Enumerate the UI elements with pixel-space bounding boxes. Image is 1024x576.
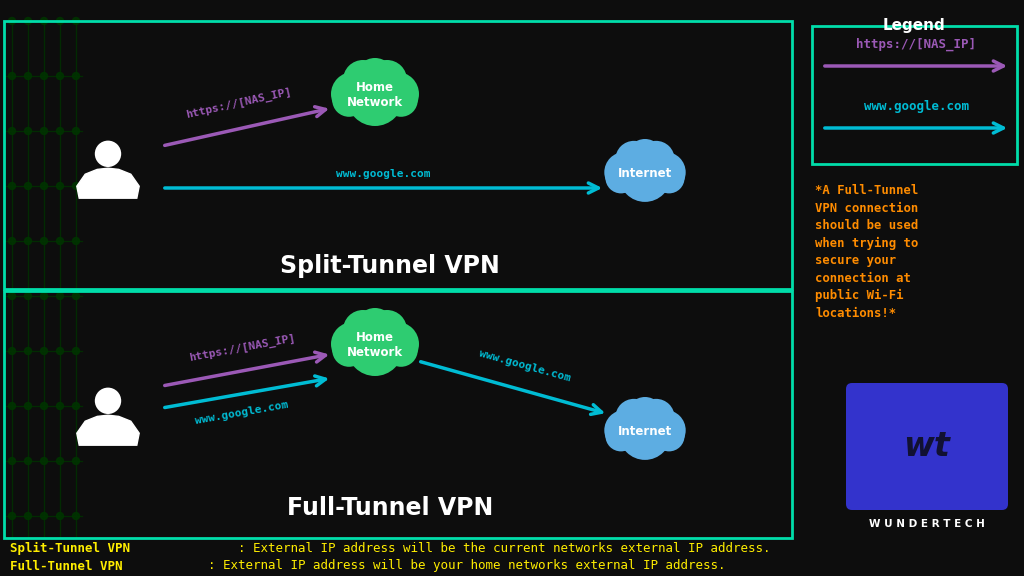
Circle shape [41,237,47,244]
Circle shape [25,457,32,464]
Circle shape [73,17,80,25]
Polygon shape [77,415,139,445]
Text: Home
Network: Home Network [347,81,403,109]
Text: www.google.com: www.google.com [478,348,571,383]
Circle shape [56,347,63,354]
Circle shape [8,73,15,79]
Circle shape [8,457,15,464]
Circle shape [8,513,15,520]
Circle shape [8,293,15,300]
Text: Split-Tunnel VPN: Split-Tunnel VPN [10,541,130,555]
Circle shape [41,73,47,79]
Text: wt: wt [903,430,950,463]
Circle shape [25,293,32,300]
Circle shape [73,457,80,464]
Circle shape [56,293,63,300]
Circle shape [56,237,63,244]
Text: www.google.com: www.google.com [863,100,969,113]
Circle shape [8,403,15,410]
Text: www.google.com: www.google.com [195,400,290,426]
Circle shape [25,513,32,520]
Circle shape [73,183,80,190]
Circle shape [73,127,80,135]
Circle shape [56,73,63,79]
Circle shape [56,17,63,25]
Text: : External IP address will be the current networks external IP address.: : External IP address will be the curren… [238,541,770,555]
Circle shape [73,513,80,520]
Circle shape [41,293,47,300]
Circle shape [25,183,32,190]
Text: Legend: Legend [883,18,945,33]
Circle shape [41,347,47,354]
Circle shape [73,403,80,410]
Text: https://[NAS_IP]: https://[NAS_IP] [856,37,976,51]
Text: Full-Tunnel VPN: Full-Tunnel VPN [10,559,123,573]
Text: Full-Tunnel VPN: Full-Tunnel VPN [287,496,494,520]
Text: https://[NAS_IP]: https://[NAS_IP] [185,86,293,120]
Text: Split-Tunnel VPN: Split-Tunnel VPN [281,254,500,278]
Circle shape [73,237,80,244]
Circle shape [25,127,32,135]
Circle shape [95,388,121,414]
Polygon shape [77,168,139,198]
Text: Internet: Internet [617,166,672,180]
Circle shape [8,17,15,25]
Circle shape [41,403,47,410]
Circle shape [41,17,47,25]
Circle shape [56,127,63,135]
Circle shape [56,403,63,410]
Text: *A Full-Tunnel
VPN connection
should be used
when trying to
secure your
connecti: *A Full-Tunnel VPN connection should be … [815,184,919,320]
Circle shape [41,183,47,190]
Circle shape [56,513,63,520]
Text: https://[NAS_IP]: https://[NAS_IP] [188,333,296,363]
Text: Internet: Internet [617,425,672,438]
Circle shape [41,513,47,520]
Circle shape [8,127,15,135]
Text: : External IP address will be your home networks external IP address.: : External IP address will be your home … [208,559,725,573]
Circle shape [56,457,63,464]
Circle shape [56,183,63,190]
Circle shape [41,457,47,464]
FancyBboxPatch shape [846,383,1008,510]
Circle shape [25,237,32,244]
Circle shape [25,403,32,410]
Circle shape [95,141,121,167]
Circle shape [25,73,32,79]
Text: www.google.com: www.google.com [336,169,431,179]
Circle shape [73,347,80,354]
Circle shape [41,127,47,135]
Circle shape [8,183,15,190]
Text: Home
Network: Home Network [347,331,403,359]
Circle shape [25,17,32,25]
Text: W U N D E R T E C H: W U N D E R T E C H [869,519,985,529]
Circle shape [25,347,32,354]
Circle shape [73,293,80,300]
Circle shape [73,73,80,79]
Circle shape [8,237,15,244]
Circle shape [8,347,15,354]
